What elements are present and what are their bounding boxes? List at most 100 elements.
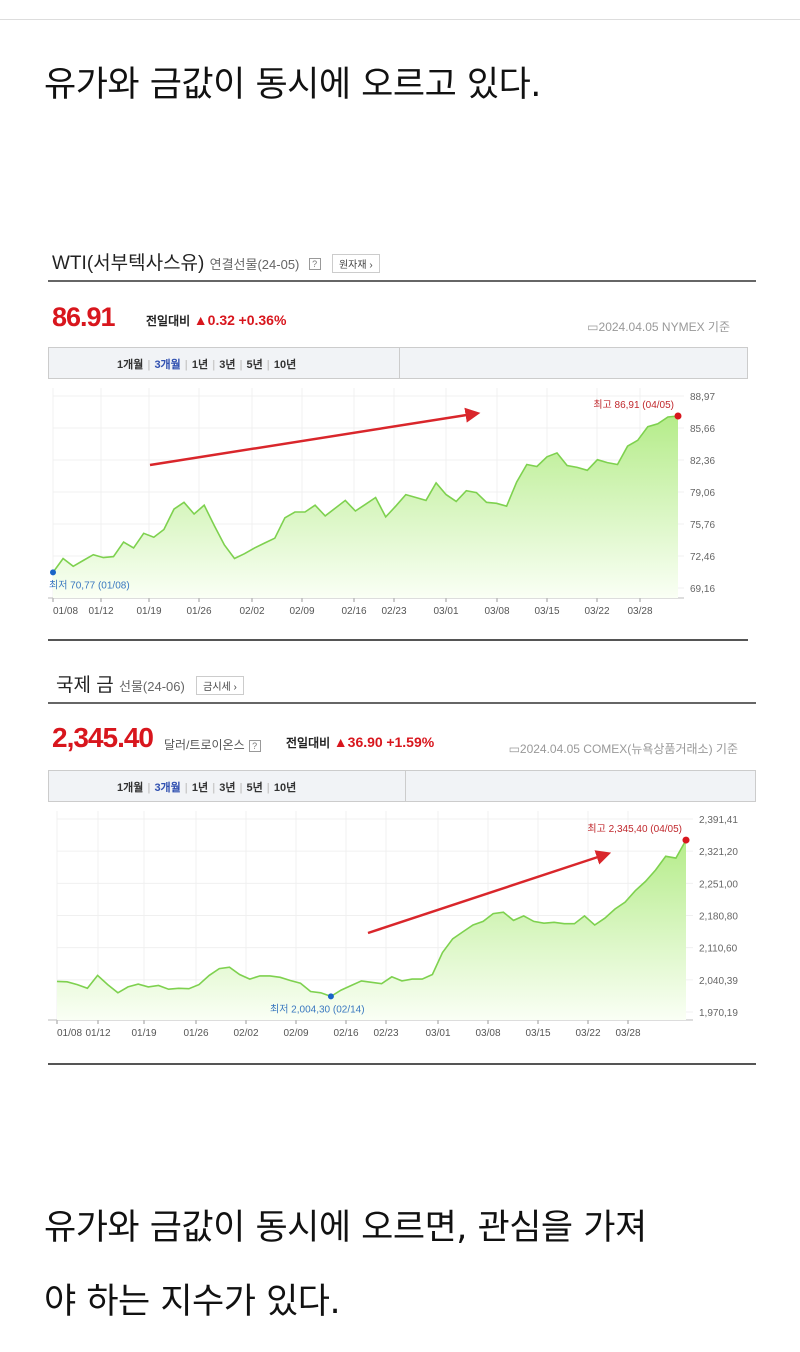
paragraph-2: 유가와 금값이 동시에 오르면, 관심을 가져	[44, 1208, 647, 1248]
change-percent: +1.59%	[386, 734, 435, 750]
y-tick-label: 2,251,00	[699, 879, 738, 890]
trend-arrow	[367, 850, 612, 935]
tab-period-4[interactable]: 5년	[246, 782, 263, 794]
wti-period-tabs: 1개월 | 3개월 | 1년 | 3년 | 5년 | 10년	[48, 347, 748, 379]
area-fill	[53, 416, 678, 598]
tab-period-1[interactable]: 3개월	[154, 782, 181, 794]
y-tick-label: 88,97	[690, 392, 715, 403]
x-tick-label: 02/09	[289, 606, 314, 617]
change-percent: +0.36%	[238, 312, 287, 328]
x-tick-label: 02/16	[341, 606, 366, 617]
area-fill	[57, 840, 686, 1020]
commodity-link-button[interactable]: 원자재 ›	[331, 254, 380, 274]
wti-title: WTI(서부텍사스유)	[52, 253, 205, 274]
x-tick-label: 01/26	[183, 1028, 208, 1039]
price-line	[52, 415, 679, 573]
y-tick-label: 72,46	[690, 552, 715, 563]
tab-period-2[interactable]: 1년	[191, 359, 209, 371]
tab-period-3[interactable]: 3년	[219, 782, 236, 794]
x-tick-label: 02/02	[239, 606, 264, 617]
divider	[48, 702, 756, 704]
high-point	[682, 836, 690, 844]
y-tick-label: 69,16	[690, 584, 715, 595]
tab-period-2[interactable]: 1년	[191, 782, 209, 794]
tab-separator: |	[266, 359, 270, 371]
gold-unit: 달러/트로이온스?	[164, 736, 261, 753]
y-tick-label: 2,180,80	[699, 912, 738, 923]
gold-subtitle: 선물(24-06)	[119, 679, 185, 694]
y-tick-label: 2,040,39	[699, 976, 738, 987]
wti-price: 86.91	[52, 302, 116, 332]
change-value: ▲0.32	[193, 312, 235, 328]
x-tick-label: 02/23	[381, 606, 406, 617]
tab-separator: |	[239, 359, 243, 371]
top-divider	[0, 19, 800, 20]
divider	[48, 280, 756, 282]
help-icon[interactable]: ?	[308, 257, 321, 270]
x-tick-label: 03/15	[525, 1028, 550, 1039]
y-tick-label: 2,321,20	[699, 847, 738, 858]
trend-arrow	[149, 407, 481, 467]
x-tick-label: 02/09	[283, 1028, 308, 1039]
tab-separator: |	[266, 782, 270, 794]
gold-chart: 2,391,41 2,321,20 2,251,00 2,180,80 2,110,60…	[48, 811, 738, 1039]
tab-period-3[interactable]: 3년	[219, 359, 236, 371]
tab-period-0[interactable]: 1개월	[117, 359, 144, 371]
x-tick-label: 01/12	[85, 1028, 110, 1039]
tab-separator: |	[212, 359, 216, 371]
gold-period-tabs: 1개월 | 3개월 | 1년 | 3년 | 5년 | 10년	[48, 770, 756, 802]
x-tick-label: 01/08	[57, 1028, 82, 1039]
wti-change: 전일대비 ▲0.32 +0.36%	[146, 312, 286, 329]
y-tick-label: 1,970,19	[699, 1008, 738, 1019]
low-label: 최저 70,77 (01/08)	[49, 579, 130, 591]
tab-separator: |	[184, 359, 188, 371]
x-tick-label: 03/22	[584, 606, 609, 617]
x-tick-label: 03/28	[627, 606, 652, 617]
tab-separator: |	[184, 782, 188, 794]
wti-chart: 88,97 85,66 82,36 79,06 75,76 72,46 69,16 01/08…	[48, 388, 715, 617]
x-tick-label: 03/08	[484, 606, 509, 617]
tab-period-4[interactable]: 5년	[246, 359, 263, 371]
tab-period-0[interactable]: 1개월	[117, 782, 144, 794]
x-tick-label: 01/08	[53, 606, 78, 617]
gold-title-row: 국제 금 선물(24-06) 금시세 ›	[56, 670, 244, 697]
change-label: 전일대비	[146, 314, 191, 328]
x-tick-label: 01/19	[131, 1028, 156, 1039]
y-tick-label: 75,76	[690, 520, 715, 531]
gold-date: ▭2024.04.05 COMEX(뉴욕상품거래소) 기준	[508, 742, 738, 756]
help-icon[interactable]: ?	[248, 739, 261, 752]
tab-period-5[interactable]: 10년	[273, 359, 297, 371]
tab-separator: |	[239, 782, 243, 794]
y-tick-label: 2,110,60	[699, 944, 738, 955]
wti-subtitle: 연결선물(24-05)	[209, 257, 300, 272]
gold-change: 전일대비 ▲36.90 +1.59%	[286, 734, 434, 751]
y-tick-label: 85,66	[690, 424, 715, 435]
divider	[48, 639, 748, 641]
x-tick-label: 03/01	[425, 1028, 450, 1039]
paragraph-1: 유가와 금값이 동시에 오르고 있다.	[44, 65, 541, 105]
x-tick-label: 03/28	[615, 1028, 640, 1039]
x-tick-label: 03/01	[433, 606, 458, 617]
y-tick-label: 2,391,41	[699, 815, 738, 826]
tab-separator: |	[147, 359, 151, 371]
tab-separator: |	[147, 782, 151, 794]
tab-period-1[interactable]: 3개월	[154, 359, 181, 371]
gold-title: 국제 금	[56, 675, 114, 696]
x-tick-label: 03/22	[575, 1028, 600, 1039]
tab-separator: |	[212, 782, 216, 794]
divider	[48, 1063, 756, 1065]
tab-period-5[interactable]: 10년	[273, 782, 297, 794]
x-tick-label: 02/16	[333, 1028, 358, 1039]
change-value: ▲36.90	[333, 734, 383, 750]
gold-price-link-button[interactable]: 금시세 ›	[196, 676, 244, 696]
high-label: 최고 86,91 (04/05)	[593, 399, 674, 411]
wti-widget: WTI(서부텍사스유) 연결선물(24-05) ? 원자재 › 86.91 전일…	[48, 244, 756, 644]
price-line	[56, 839, 687, 998]
y-tick-label: 82,36	[690, 456, 715, 467]
low-point	[50, 569, 56, 576]
paragraph-3: 야 하는 지수가 있다.	[44, 1282, 341, 1322]
high-label: 최고 2,345,40 (04/05)	[587, 823, 682, 835]
low-label: 최저 2,004,30 (02/14)	[270, 1003, 365, 1015]
x-tick-label: 02/23	[373, 1028, 398, 1039]
x-tick-label: 01/12	[88, 606, 113, 617]
